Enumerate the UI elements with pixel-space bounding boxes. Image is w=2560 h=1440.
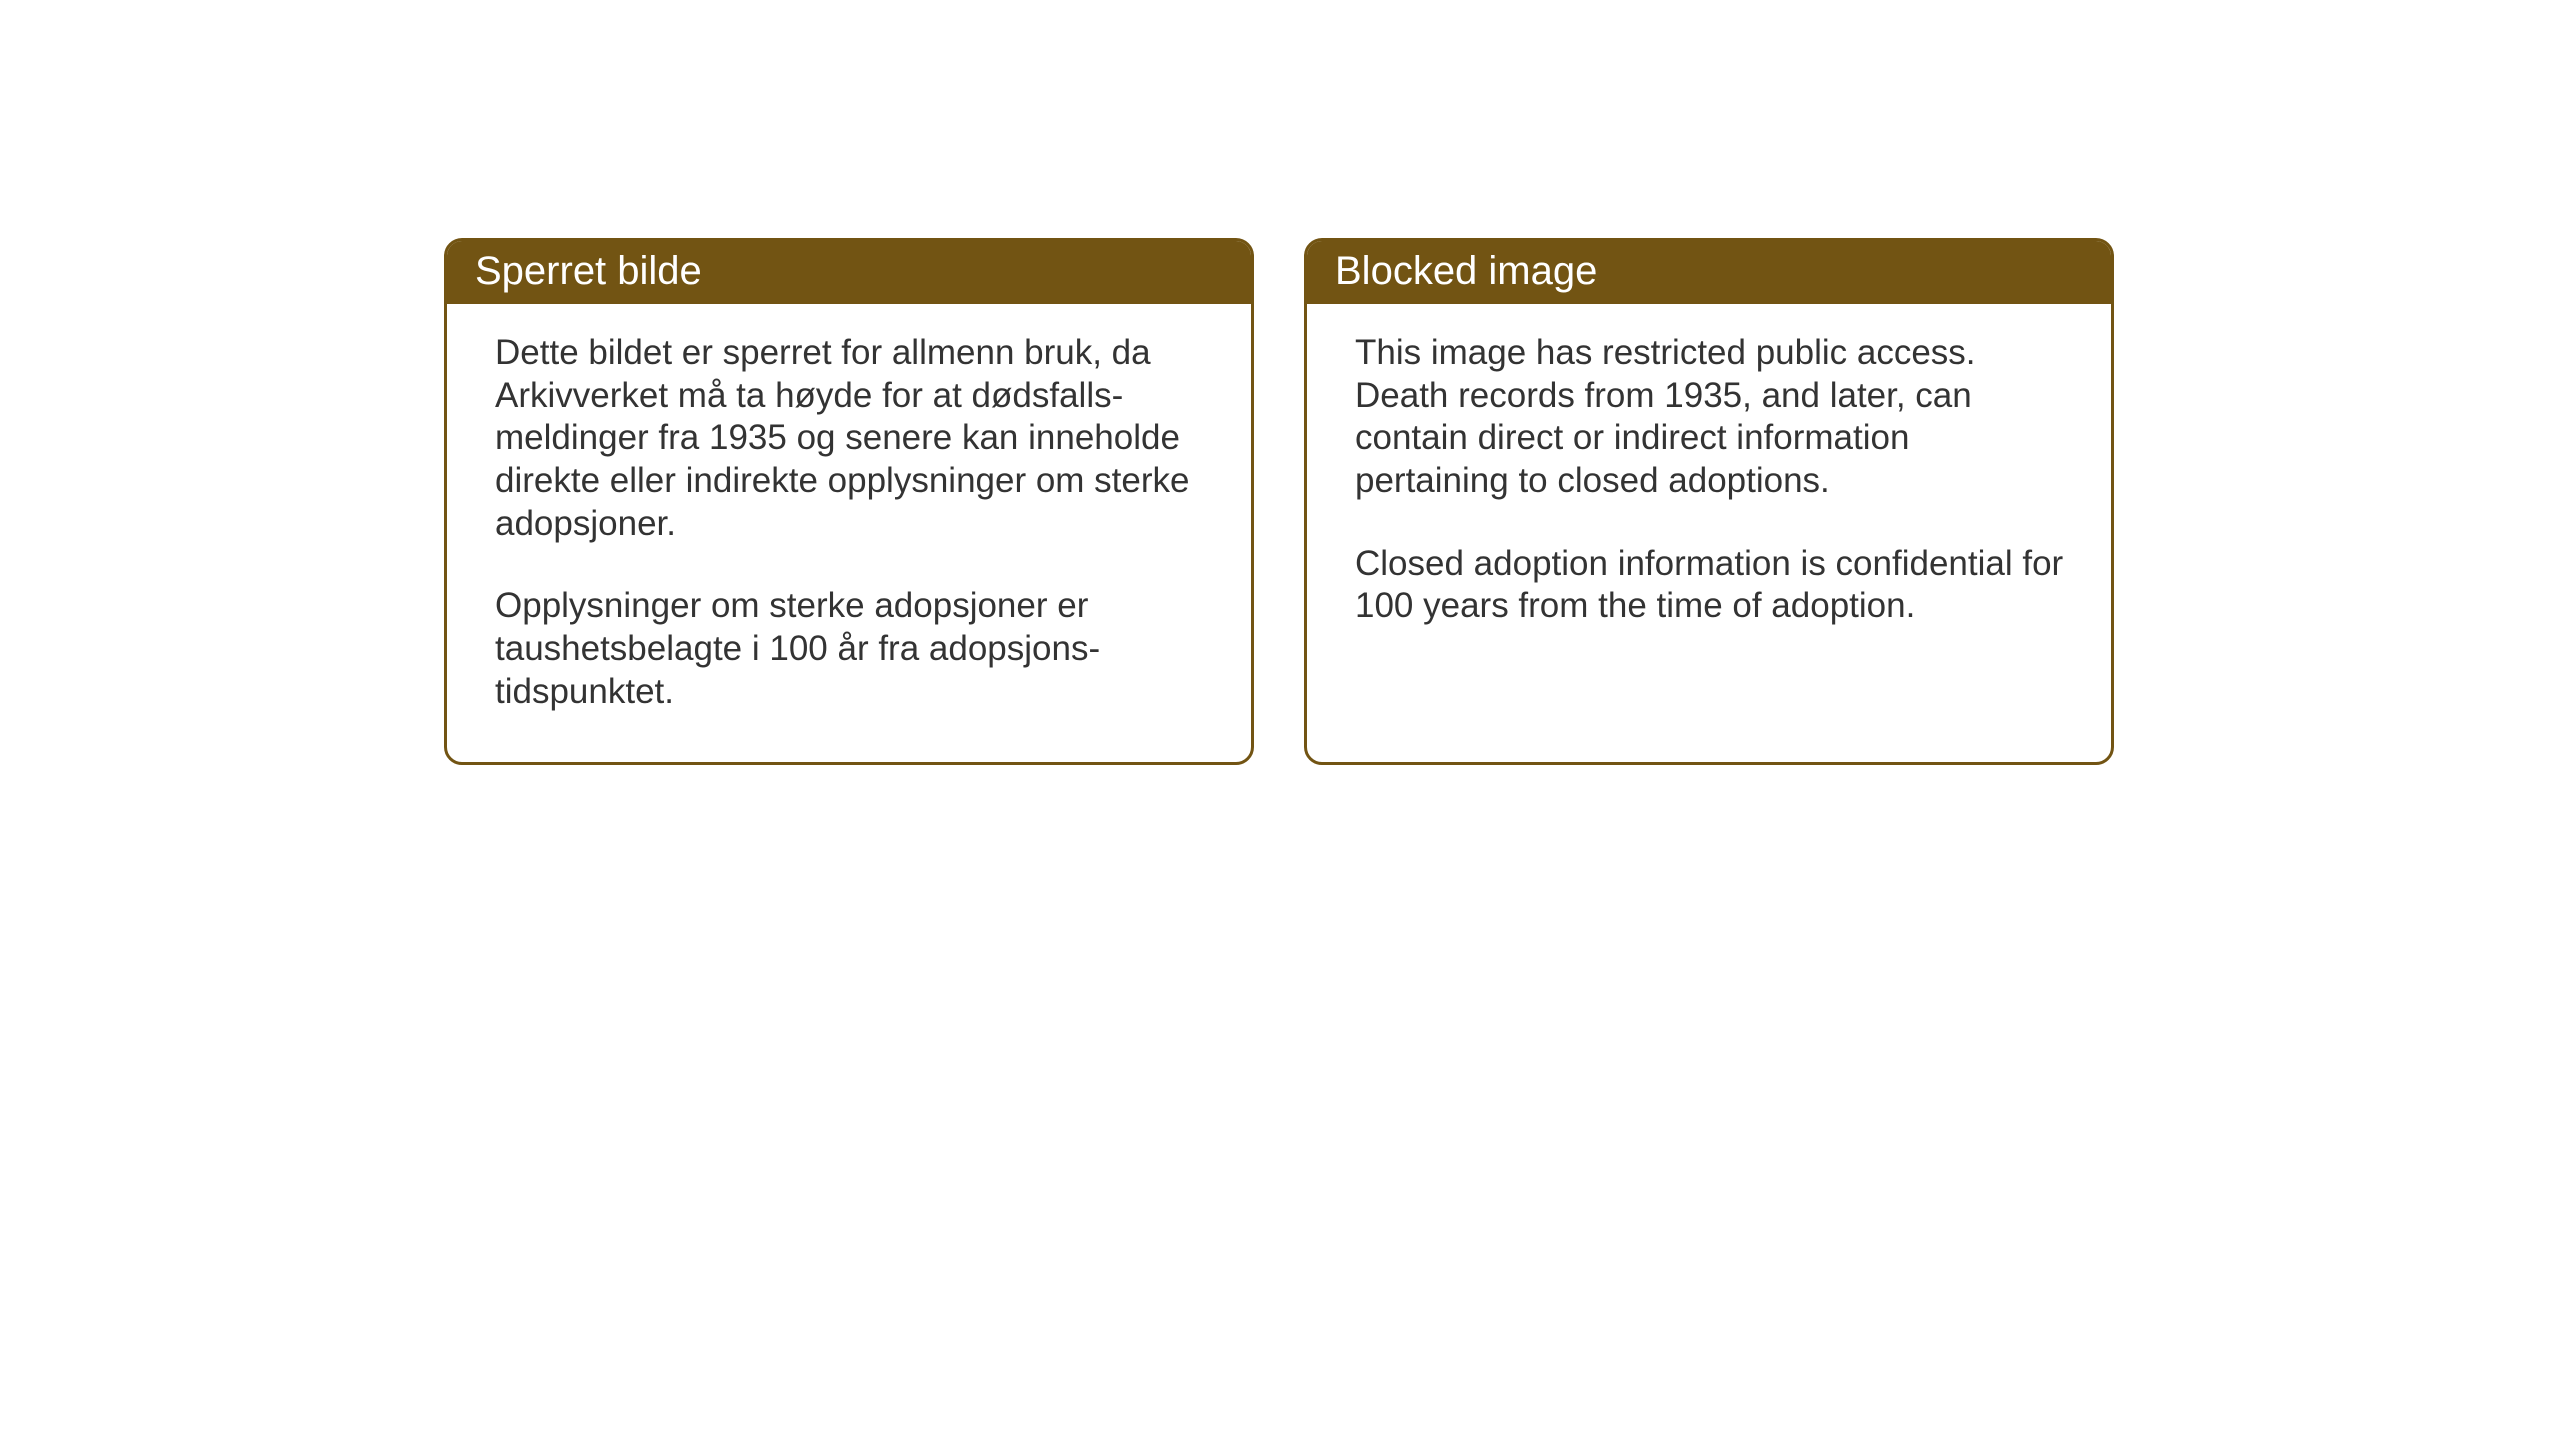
notice-body-norwegian: Dette bildet er sperret for allmenn bruk… bbox=[447, 304, 1251, 762]
notice-body-english: This image has restricted public access.… bbox=[1307, 304, 2111, 676]
notice-header-norwegian: Sperret bilde bbox=[447, 241, 1251, 304]
notice-paragraph-1-norwegian: Dette bildet er sperret for allmenn bruk… bbox=[495, 332, 1211, 545]
notice-title-english: Blocked image bbox=[1335, 249, 1597, 293]
notice-title-norwegian: Sperret bilde bbox=[475, 249, 702, 293]
notice-card-norwegian: Sperret bilde Dette bildet er sperret fo… bbox=[444, 238, 1254, 765]
notice-card-english: Blocked image This image has restricted … bbox=[1304, 238, 2114, 765]
notice-header-english: Blocked image bbox=[1307, 241, 2111, 304]
notice-paragraph-2-english: Closed adoption information is confident… bbox=[1355, 543, 2071, 628]
notice-paragraph-2-norwegian: Opplysninger om sterke adopsjoner er tau… bbox=[495, 585, 1211, 713]
notice-paragraph-1-english: This image has restricted public access.… bbox=[1355, 332, 2071, 503]
notice-container: Sperret bilde Dette bildet er sperret fo… bbox=[444, 238, 2114, 765]
